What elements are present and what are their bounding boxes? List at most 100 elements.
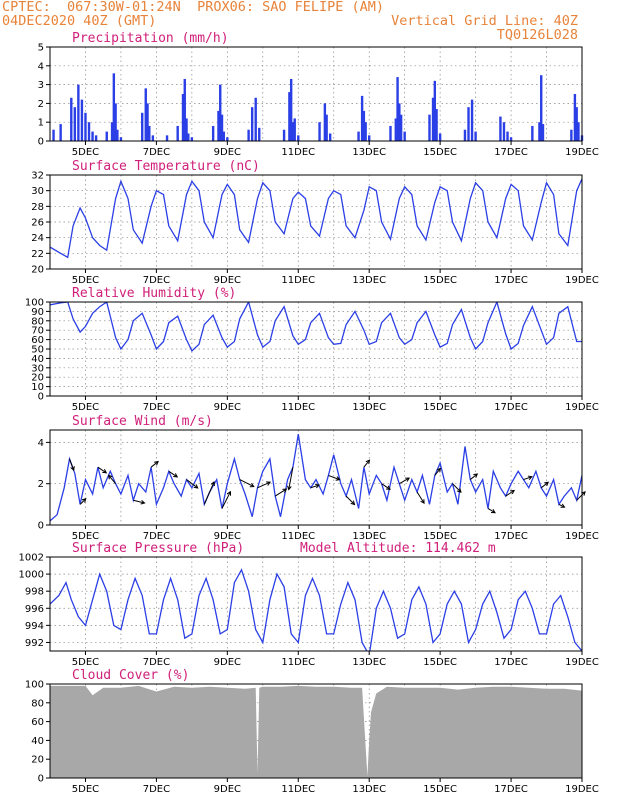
precip-bar (403, 131, 406, 141)
precip-bar (59, 124, 62, 141)
panel-6: Cloud Cover (%) 0 20 40 60 80 100 5DEC 7DEC 9DEC 1… (25, 668, 599, 795)
x-tick-label: 17DEC (494, 784, 528, 795)
wind-arrow (523, 476, 533, 481)
x-tick-label: 11DEC (281, 275, 315, 286)
x-tick-label: 7DEC (143, 657, 170, 668)
x-tick-label: 17DEC (494, 147, 528, 158)
x-tick-label: 7DEC (143, 275, 170, 286)
x-tick-label: 11DEC (281, 784, 315, 795)
x-tick-label: 15DEC (423, 531, 457, 542)
x-tick-label: 15DEC (423, 402, 457, 413)
wind-arrow (288, 467, 294, 490)
precip-bar (219, 84, 222, 141)
precip-bar (435, 109, 438, 141)
series-line (50, 433, 582, 522)
x-tick-label: 5DEC (72, 784, 99, 795)
y-tick-label: 2 (38, 99, 44, 110)
panel-3: Relative Humidity (%) 0102030405060708090… (25, 286, 599, 413)
panel-1: Precipitation (mm/h) 0 1 2 3 4 5 5DEC 7DEC 9DEC 11… (38, 31, 599, 158)
y-tick-label: 0 (38, 137, 44, 148)
x-tick-label: 11DEC (281, 531, 315, 542)
wind-arrow (133, 499, 145, 504)
x-tick-label: 5DEC (72, 147, 99, 158)
x-tick-label: 15DEC (423, 657, 457, 668)
precip-bar (226, 137, 229, 141)
wind-arrow (328, 474, 340, 481)
y-tick-label: 80 (31, 698, 44, 709)
wind-arrow (363, 459, 370, 468)
wind-arrow (576, 491, 586, 501)
header-model-id: TQ0126L028 (496, 27, 578, 43)
wind-arrow (452, 483, 462, 493)
wind-arrow (186, 479, 199, 489)
y-tick-label: 40 (31, 736, 44, 747)
precip-bar (389, 125, 392, 141)
series-line (50, 178, 582, 259)
y-tick-label: 10 (31, 382, 44, 393)
y-tick-label: 30 (31, 363, 44, 374)
y-tick-label: 80 (31, 316, 44, 327)
wind-arrow (203, 481, 215, 505)
wind-arrow (434, 468, 441, 476)
y-tick-label: 1002 (19, 553, 44, 564)
precip-bar (220, 114, 224, 141)
precip-bar (52, 129, 55, 141)
wind-arrow (79, 498, 87, 505)
y-tick-label: 60 (31, 717, 44, 728)
x-tick-label: 7DEC (143, 402, 170, 413)
header-grid-line: Vertical Grid Line: 40Z (391, 13, 578, 29)
wind-arrow (150, 461, 159, 468)
y-tick-label: 994 (25, 621, 44, 632)
precip-bar (575, 107, 578, 141)
wind-arrow-head (102, 468, 108, 474)
panel-2: Surface Temperature (nC) 20 22 24 26 28 30 32 5D… (31, 159, 599, 286)
wind-arrow-head (335, 476, 341, 481)
wind-arrow-head (210, 480, 215, 486)
x-tick-label: 7DEC (143, 531, 170, 542)
precip-bar (364, 122, 367, 141)
precip-bar (77, 84, 80, 141)
precip-bar (105, 131, 108, 141)
precip-bar (577, 122, 580, 141)
wind-arrow-head (287, 485, 292, 491)
wind-arrow-head (154, 460, 159, 466)
wind-arrow (221, 491, 231, 509)
wind-arrow (381, 483, 391, 490)
precip-bar (176, 125, 179, 141)
precip-bar (573, 94, 577, 141)
precip-bar (362, 110, 366, 141)
precip-bar (258, 127, 261, 141)
plot-frame (49, 429, 583, 526)
wind-arrow-head (193, 484, 199, 489)
precip-bar (146, 103, 149, 141)
x-tick-label: 9DEC (214, 275, 241, 286)
wind-arrow-head (350, 500, 356, 506)
x-tick-label: 5DEC (72, 402, 99, 413)
wind-arrow-head (436, 467, 442, 473)
precip-bar (181, 94, 185, 141)
wind-arrow-head (226, 490, 232, 496)
x-tick-label: 15DEC (423, 275, 457, 286)
wind-arrow-head (473, 473, 479, 478)
panel-title: Surface Temperature (nC) (72, 159, 260, 174)
precip-bar (112, 73, 116, 141)
precip-bar (110, 122, 114, 141)
panel-title: Surface Pressure (hPa) (72, 541, 244, 556)
precip-bar (398, 103, 401, 141)
wind-arrow-head (70, 466, 75, 472)
precip-bar (141, 112, 144, 141)
precip-bar (289, 78, 293, 141)
y-tick-label: 992 (25, 638, 44, 649)
precip-bar (247, 129, 250, 141)
wind-arrow (274, 488, 287, 497)
y-tick-label: 20 (31, 265, 44, 276)
precip-bar (293, 118, 296, 141)
y-tick-label: 0 (38, 521, 44, 532)
precip-bar (467, 107, 470, 141)
wind-arrow (469, 473, 478, 480)
precip-bar (114, 103, 117, 141)
wind-arrow-head (315, 483, 321, 489)
y-tick-label: 998 (25, 587, 44, 598)
y-tick-label: 20 (31, 373, 44, 384)
wind-arrow-head (266, 481, 272, 486)
